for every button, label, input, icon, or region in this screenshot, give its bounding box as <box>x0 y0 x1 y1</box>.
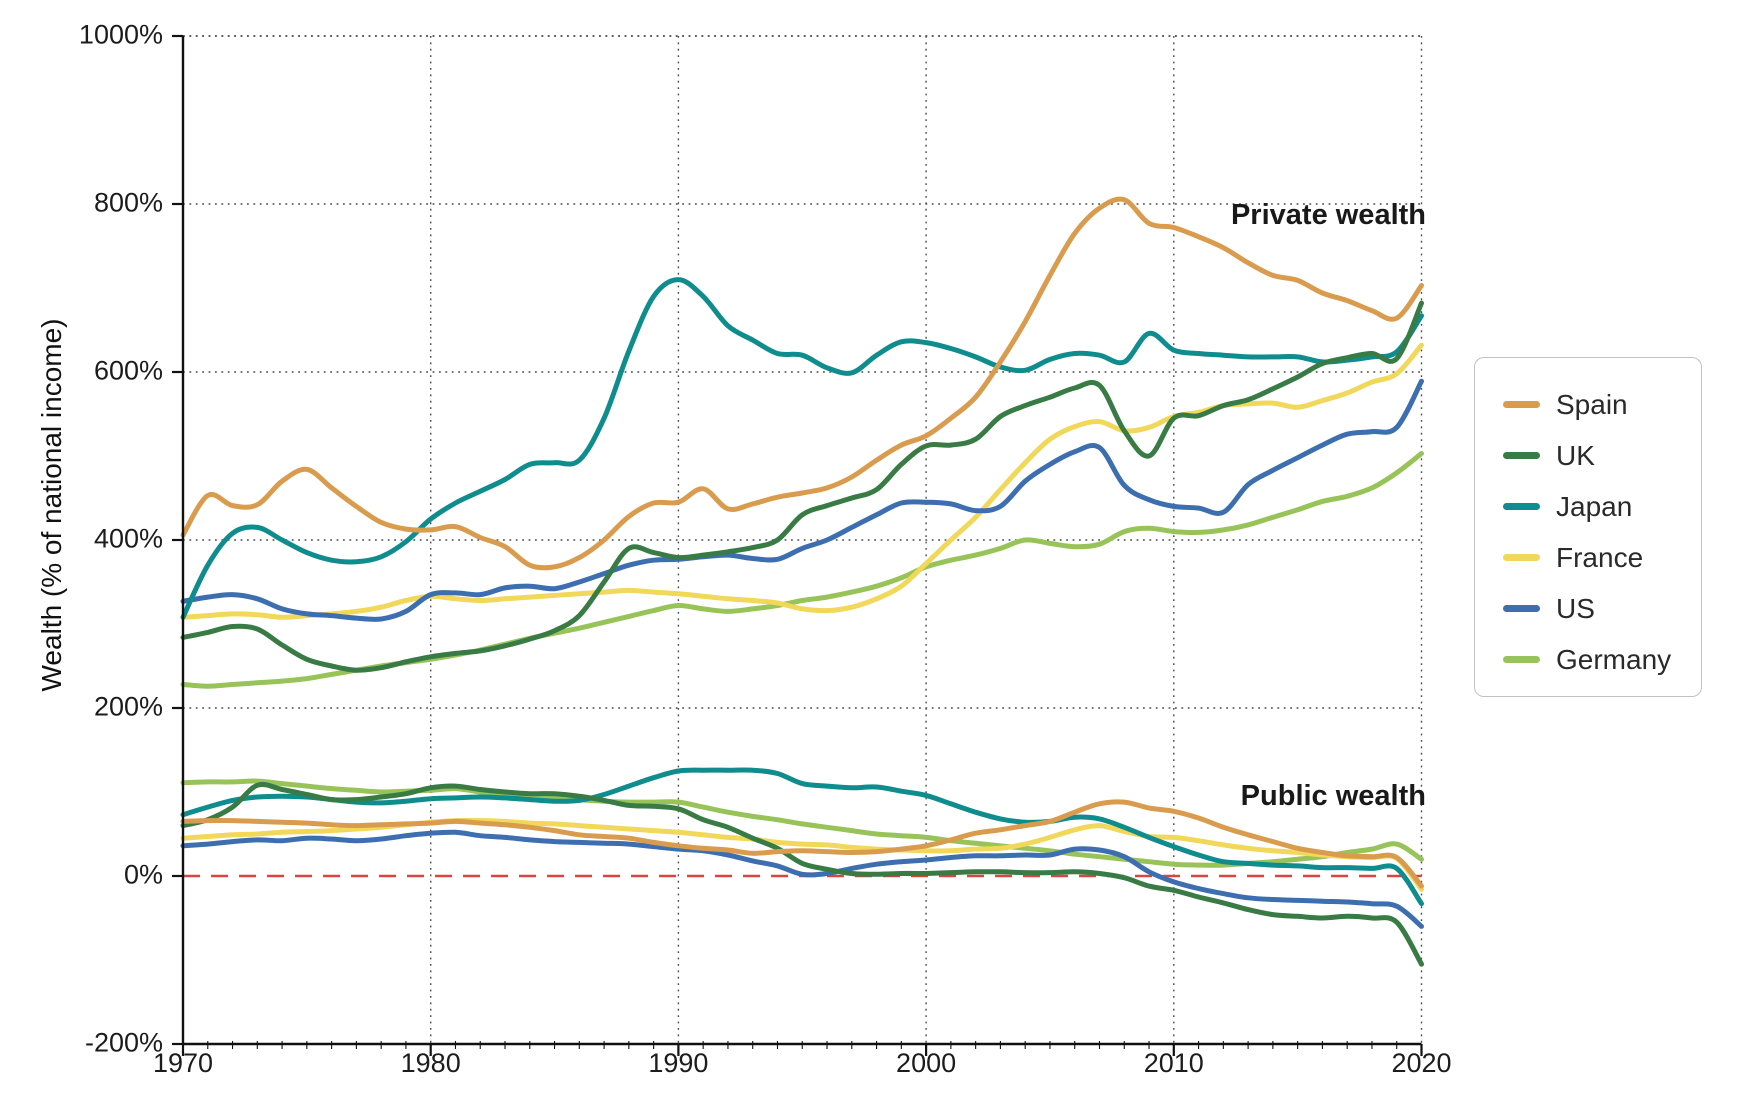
legend-label-uk: UK <box>1556 439 1595 471</box>
x-tick-label: 1970 <box>152 1048 214 1078</box>
legend-item-japan: Japan <box>1503 481 1701 532</box>
legend-swatch-japan <box>1503 503 1540 510</box>
legend: Spain UK Japan France US Germany <box>1474 357 1702 697</box>
series-line-us-private-wealth <box>180 378 1424 622</box>
y-axis-title: Wealth (% of national income) <box>36 318 67 692</box>
annotation-private-wealth: Private wealth <box>1230 199 1426 231</box>
x-tick-label: 2000 <box>896 1048 957 1078</box>
x-tick-label: 2010 <box>1143 1048 1204 1078</box>
y-tick-label: 800% <box>93 187 163 218</box>
series-line-us-public-wealth <box>180 829 1424 929</box>
legend-item-uk: UK <box>1503 430 1701 481</box>
legend-item-france: France <box>1503 532 1701 583</box>
y-tick-label: -200% <box>84 1027 163 1058</box>
series-line-japan-public-wealth <box>180 767 1424 907</box>
series-line-uk-private-wealth <box>180 300 1424 673</box>
legend-label-japan: Japan <box>1556 490 1633 522</box>
series-line-germany-public-wealth <box>180 778 1424 868</box>
series-line-germany-private-wealth <box>180 451 1424 689</box>
y-tick-label: 0% <box>123 859 163 890</box>
legend-item-spain: Spain <box>1503 379 1701 430</box>
legend-item-germany: Germany <box>1503 634 1701 685</box>
legend-swatch-germany <box>1503 656 1540 663</box>
legend-swatch-uk <box>1503 452 1540 459</box>
legend-swatch-us <box>1503 605 1540 612</box>
y-tick-label: 200% <box>93 691 163 722</box>
y-tick-label: 400% <box>93 523 163 554</box>
series-line-japan-private-wealth <box>180 277 1424 620</box>
legend-swatch-spain <box>1503 401 1540 408</box>
x-tick-label: 2020 <box>1391 1048 1452 1078</box>
legend-label-us: US <box>1556 592 1595 624</box>
series-line-uk-public-wealth <box>180 781 1424 967</box>
y-tick-label: 600% <box>93 355 163 386</box>
legend-label-spain: Spain <box>1556 388 1628 420</box>
legend-item-us: US <box>1503 583 1701 634</box>
x-tick-label: 1990 <box>648 1048 709 1078</box>
legend-label-france: France <box>1556 541 1644 573</box>
y-tick-label: 1000% <box>78 19 163 50</box>
x-tick-label: 1980 <box>400 1048 461 1078</box>
legend-label-germany: Germany <box>1556 643 1672 675</box>
annotation-public-wealth: Public wealth <box>1240 780 1426 812</box>
series-line-spain-public-wealth <box>180 799 1424 889</box>
series-line-france-private-wealth <box>180 342 1424 620</box>
series-line-spain-private-wealth <box>180 196 1424 571</box>
legend-swatch-france <box>1503 554 1540 561</box>
